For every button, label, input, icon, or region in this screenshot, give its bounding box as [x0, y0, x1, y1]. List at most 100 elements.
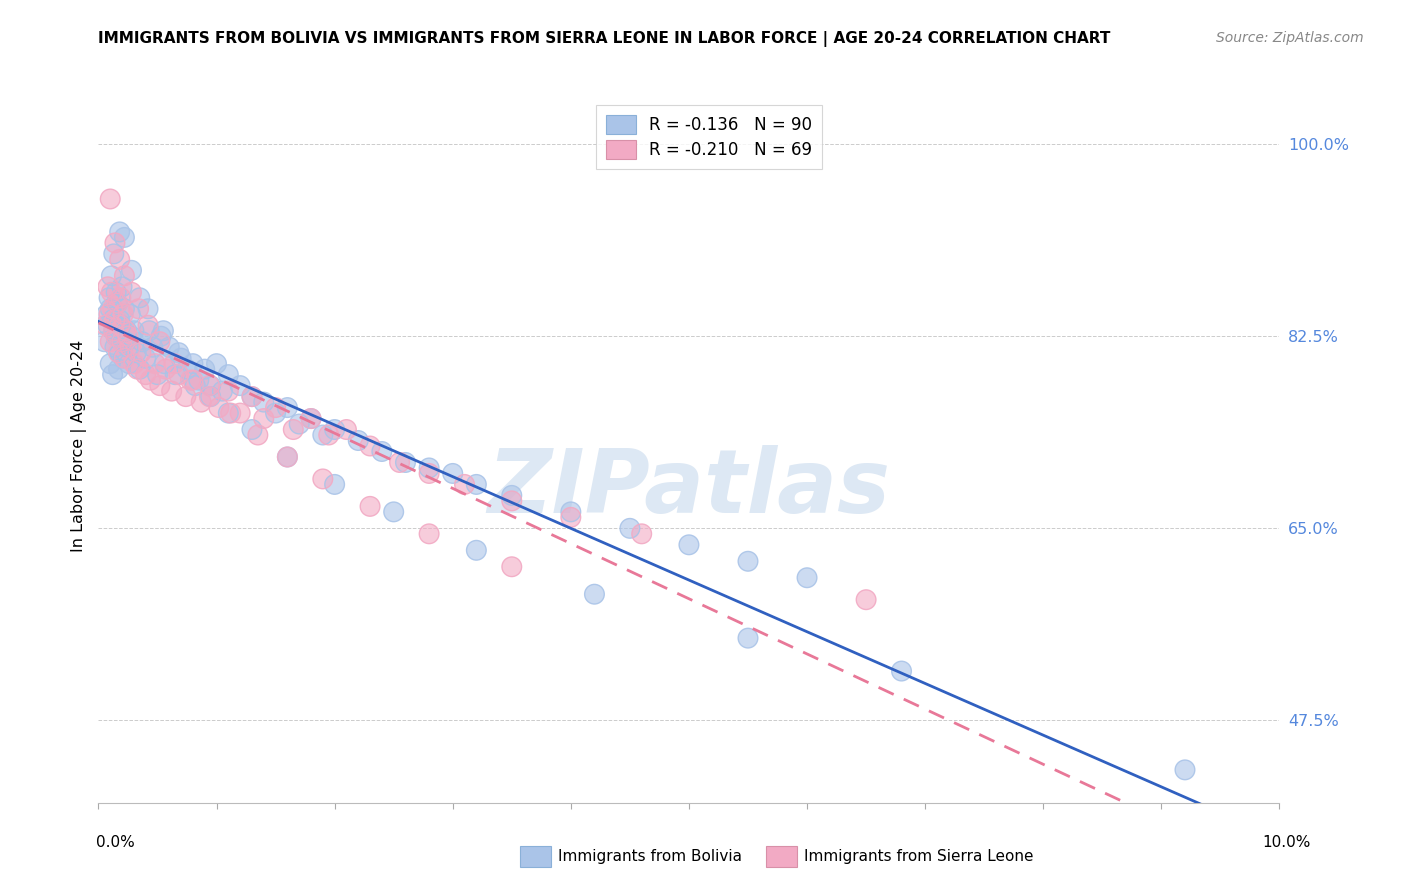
Point [560, 510, 582, 524]
Point [299, 411, 322, 425]
Point [107, 362, 129, 376]
Point [122, 357, 145, 371]
Text: Immigrants from Bolivia: Immigrants from Bolivia [558, 849, 742, 863]
Point [208, 401, 231, 415]
Point [131, 334, 153, 349]
Point [198, 390, 221, 404]
Point [240, 390, 263, 404]
Point [630, 526, 652, 541]
Point [229, 378, 252, 392]
Point [105, 285, 128, 300]
Point [103, 324, 125, 338]
Point [737, 554, 759, 568]
Point [121, 329, 143, 343]
Point [112, 351, 135, 366]
Point [501, 559, 523, 574]
Point [217, 406, 239, 420]
Point [97, 318, 120, 333]
Point [103, 324, 125, 338]
Point [240, 390, 263, 404]
Point [121, 285, 143, 300]
Point [184, 378, 207, 392]
Point [98, 307, 121, 321]
Point [152, 324, 174, 338]
Point [737, 554, 759, 568]
Y-axis label: In Labor Force | Age 20-24: In Labor Force | Age 20-24 [72, 340, 87, 552]
Point [240, 423, 263, 437]
Point [181, 373, 204, 387]
Point [453, 477, 475, 491]
Point [318, 428, 340, 442]
Point [211, 384, 233, 398]
Point [737, 631, 759, 645]
Point [501, 488, 523, 502]
Point [98, 357, 121, 371]
Point [150, 329, 173, 343]
Point [312, 472, 335, 486]
Point [167, 368, 190, 382]
Point [101, 301, 124, 316]
Point [111, 334, 134, 349]
Point [205, 357, 228, 371]
Point [276, 401, 298, 415]
Point [190, 395, 212, 409]
Point [312, 428, 335, 442]
Point [121, 263, 143, 277]
Point [560, 505, 582, 519]
Point [890, 664, 912, 678]
Point [170, 351, 193, 366]
Text: 0.0%: 0.0% [96, 836, 135, 850]
Point [143, 357, 166, 371]
Point [167, 345, 190, 359]
Point [149, 334, 172, 349]
Point [217, 368, 239, 382]
Point [382, 505, 405, 519]
Point [560, 510, 582, 524]
Point [299, 411, 322, 425]
Point [98, 357, 121, 371]
Text: Immigrants from Sierra Leone: Immigrants from Sierra Leone [804, 849, 1033, 863]
Point [163, 357, 186, 371]
Point [678, 538, 700, 552]
Point [129, 345, 152, 359]
Point [299, 411, 322, 425]
Point [114, 334, 136, 349]
Point [253, 395, 276, 409]
Point [129, 345, 152, 359]
Point [98, 192, 121, 206]
Point [190, 395, 212, 409]
Point [276, 450, 298, 464]
Point [229, 378, 252, 392]
Point [165, 368, 187, 382]
Point [112, 307, 135, 321]
Point [112, 268, 135, 283]
Point [128, 362, 150, 376]
Point [112, 351, 135, 366]
Point [167, 368, 190, 382]
Point [264, 406, 287, 420]
Point [94, 318, 117, 333]
Point [135, 368, 157, 382]
Point [104, 340, 127, 354]
Point [120, 307, 142, 321]
Point [125, 345, 148, 359]
Point [418, 461, 440, 475]
Point [187, 373, 209, 387]
Point [181, 357, 204, 371]
Text: IMMIGRANTS FROM BOLIVIA VS IMMIGRANTS FROM SIERRA LEONE IN LABOR FORCE | AGE 20-: IMMIGRANTS FROM BOLIVIA VS IMMIGRANTS FR… [98, 31, 1111, 47]
Point [98, 301, 121, 316]
Point [246, 428, 269, 442]
Point [465, 543, 488, 558]
Point [418, 526, 440, 541]
Point [111, 280, 134, 294]
Point [276, 450, 298, 464]
Point [219, 406, 242, 420]
Text: ZIPatlas: ZIPatlas [488, 445, 890, 533]
Point [101, 368, 124, 382]
Point [583, 587, 606, 601]
Point [253, 411, 276, 425]
Point [110, 318, 132, 333]
Point [318, 428, 340, 442]
Point [115, 324, 138, 338]
Point [283, 423, 305, 437]
